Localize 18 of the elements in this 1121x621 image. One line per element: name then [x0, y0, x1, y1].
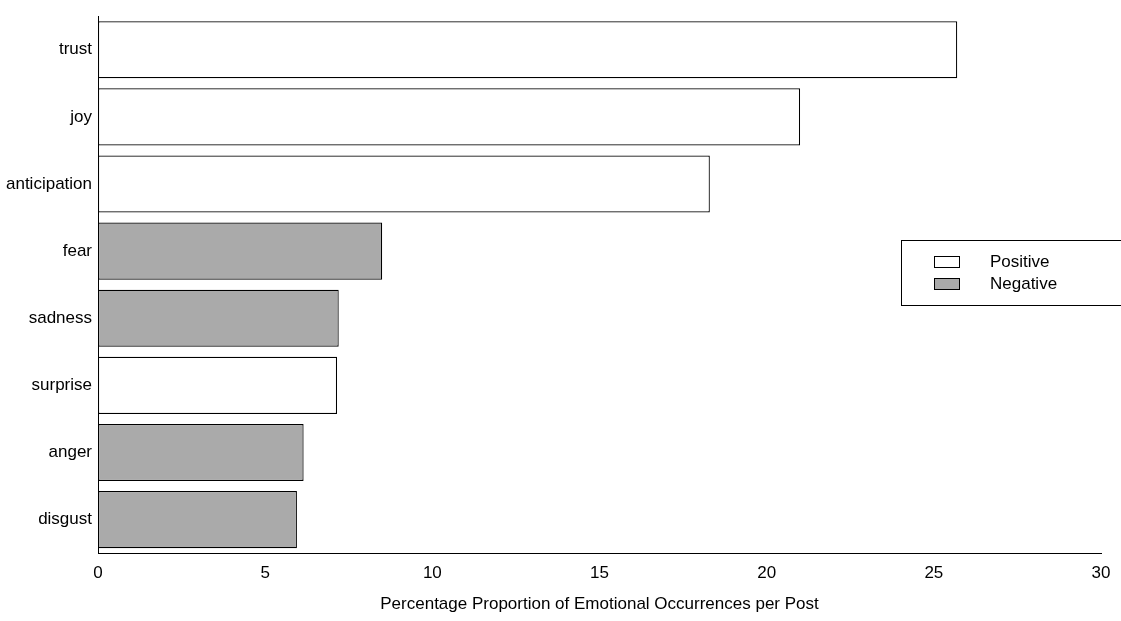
x-axis-title: Percentage Proportion of Emotional Occurrences per Post — [380, 594, 819, 614]
x-tick-label: 25 — [924, 563, 944, 583]
y-tick-label: sadness — [28, 307, 92, 327]
legend-label: Negative — [990, 273, 1058, 296]
x-tick-label: 0 — [93, 563, 103, 583]
y-tick-label: trust — [58, 39, 93, 59]
x-tick-label: 30 — [1091, 563, 1111, 583]
y-tick-label: disgust — [38, 509, 93, 529]
x-tick-label: 20 — [757, 563, 777, 583]
x-tick-label: 15 — [590, 563, 609, 583]
y-tick-label: anger — [48, 442, 93, 462]
x-tick-label: 10 — [422, 563, 442, 583]
y-tick-label: surprise — [31, 375, 92, 395]
legend: Positive Negative — [901, 240, 1121, 307]
y-tick-label: joy — [69, 106, 93, 126]
y-tick-label: fear — [62, 240, 93, 260]
x-tick-label: 5 — [260, 563, 270, 583]
y-tick-label: anticipation — [5, 173, 92, 193]
